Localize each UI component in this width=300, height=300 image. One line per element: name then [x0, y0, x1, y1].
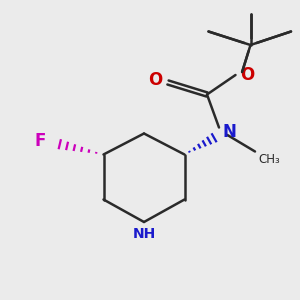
Text: CH₃: CH₃: [258, 153, 280, 166]
Text: O: O: [148, 71, 163, 89]
Text: NH: NH: [132, 227, 156, 242]
Circle shape: [245, 40, 256, 50]
Text: N: N: [223, 123, 236, 141]
Text: F: F: [34, 132, 46, 150]
Text: O: O: [240, 66, 254, 84]
